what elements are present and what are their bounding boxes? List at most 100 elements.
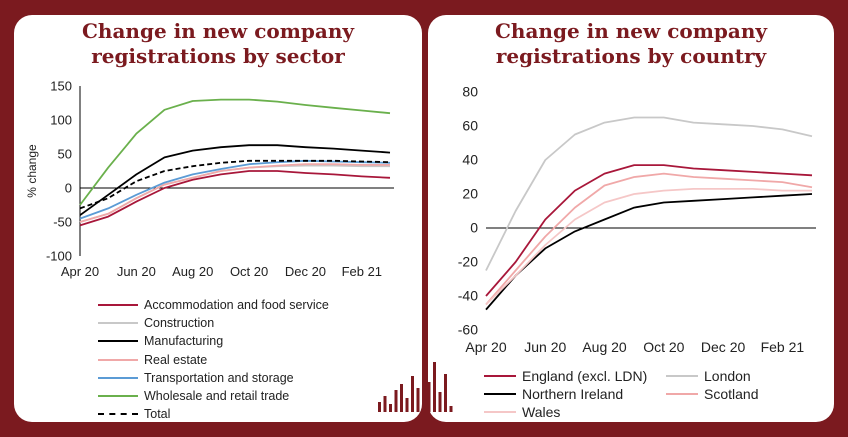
sector-title-line2: registrations by sector [91, 44, 345, 68]
y-tick-label: -20 [458, 254, 478, 270]
logo-bar [444, 374, 447, 412]
x-tick-label: Apr 20 [465, 339, 506, 355]
legend-label: Northern Ireland [522, 386, 624, 403]
legend-swatch [484, 393, 516, 396]
x-tick-label: Oct 20 [230, 264, 268, 279]
series-line-manufacturing [79, 144, 391, 216]
legend-swatch [98, 304, 138, 307]
legend-swatch [98, 395, 138, 398]
x-tick-label: Feb 21 [342, 264, 382, 279]
legend-label: Total [144, 407, 171, 422]
legend-swatch [98, 376, 138, 379]
country-chart: -60 -40 -20 0 20 40 60 80 Apr 20 Jun 20 Aug 20 Oct … [458, 84, 816, 355]
x-tick-label: Oct 20 [643, 339, 684, 355]
country-title-line1: Change in new company [495, 19, 767, 43]
logo-bar [383, 396, 387, 412]
logo-bar [389, 404, 392, 412]
logo-bar [394, 390, 398, 412]
y-tick-label: 20 [462, 186, 478, 202]
y-tick-label: -100 [46, 249, 72, 264]
series-line-northern-ireland [485, 193, 813, 311]
legend-item-total: Total [98, 405, 329, 422]
legend-label: Construction [144, 316, 215, 331]
series-line-total [79, 159, 391, 210]
x-tick-label: Dec 20 [285, 264, 326, 279]
x-tick-label: Aug 20 [582, 339, 627, 355]
legend-item-manufacturing: Manufacturing [98, 332, 329, 350]
legend-label: Manufacturing [144, 334, 224, 349]
logo-bar [422, 370, 425, 412]
x-tick-label: Dec 20 [701, 339, 746, 355]
y-tick-label: -60 [458, 322, 478, 338]
legend-swatch [666, 375, 698, 378]
y-tick-label: -50 [53, 215, 72, 230]
y-tick-label: 0 [65, 181, 72, 196]
y-tick-label: 150 [50, 79, 72, 94]
legend-label: England (excl. LDN) [522, 368, 648, 385]
series-line-england-excl-ldn [485, 164, 813, 297]
y-axis-label: % change [25, 144, 39, 198]
x-tick-label: Aug 20 [172, 264, 213, 279]
logo-bar [433, 362, 436, 412]
legend-item-accommodation-and-food-service: Accommodation and food service [98, 296, 329, 314]
logo-bar [378, 402, 381, 412]
legend-label: London [704, 368, 751, 385]
legend-swatch [98, 340, 138, 343]
legend-swatch [484, 411, 516, 414]
country-panel: Change in new company registrations by c… [428, 15, 834, 422]
series-line-london [485, 116, 813, 271]
y-tick-label: 80 [462, 84, 478, 100]
y-tick-label: 60 [462, 118, 478, 134]
country-title-line2: registrations by country [495, 44, 767, 68]
legend-swatch [98, 358, 138, 361]
series-line-wholesale-and-retail-trade [79, 98, 391, 206]
legend-label: Real estate [144, 352, 208, 367]
y-tick-label: 100 [50, 113, 72, 128]
legend-label: Accommodation and food service [144, 298, 329, 313]
x-tick-label: Jun 20 [524, 339, 566, 355]
series-line-accommodation-and-food-service [79, 170, 391, 227]
legend-swatch [98, 413, 138, 416]
legend-item-wales: Wales [484, 403, 666, 421]
logo-bar [416, 388, 420, 412]
y-tick-label: -40 [458, 288, 478, 304]
y-tick-label: 0 [470, 220, 478, 236]
legend-swatch [666, 393, 698, 396]
series-line-scotland [485, 172, 813, 306]
y-tick-label: 40 [462, 152, 478, 168]
legend-label: Wholesale and retail trade [144, 389, 290, 404]
sector-panel: Change in new company registrations by s… [14, 15, 422, 422]
country-chart-title: Change in new company registrations by c… [428, 19, 834, 69]
sector-legend: Accommodation and food service Constructi… [98, 296, 329, 422]
sector-title-line1: Change in new company [82, 19, 354, 43]
sector-chart-title: Change in new company registrations by s… [14, 19, 422, 69]
legend-swatch [484, 375, 516, 378]
series-line-construction [79, 164, 390, 223]
x-tick-label: Feb 21 [761, 339, 805, 355]
x-tick-label: Apr 20 [61, 264, 99, 279]
series-line-real-estate [79, 163, 390, 223]
logo-bar [405, 398, 409, 412]
x-tick-label: Jun 20 [117, 264, 156, 279]
legend-item-england-excl-ldn: England (excl. LDN) [484, 367, 666, 385]
country-legend: England (excl. LDN) London Northern Irelan… [484, 367, 814, 422]
logo-bar [427, 382, 431, 412]
logo-bar [449, 406, 453, 412]
legend-label: Scotland [704, 386, 759, 403]
legend-item-northern-ireland: Northern Ireland [484, 385, 666, 403]
legend-item-wholesale-and-retail-trade: Wholesale and retail trade [98, 387, 329, 405]
legend-item-construction: Construction [98, 314, 329, 332]
legend-item-real-estate: Real estate [98, 351, 329, 369]
legend-label: Wales [522, 404, 561, 421]
legend-swatch [98, 322, 138, 325]
legend-item-transportation-and-storage: Transportation and storage [98, 369, 329, 387]
bars-logo [378, 362, 453, 412]
logo-bar [411, 376, 414, 412]
legend-item-scotland: Scotland [666, 385, 814, 403]
logo-bar [438, 392, 442, 412]
series-line-wales [485, 187, 812, 306]
legend-item-london: London [666, 367, 814, 385]
logo-bar [400, 384, 403, 412]
legend-label: Transportation and storage [144, 370, 294, 385]
